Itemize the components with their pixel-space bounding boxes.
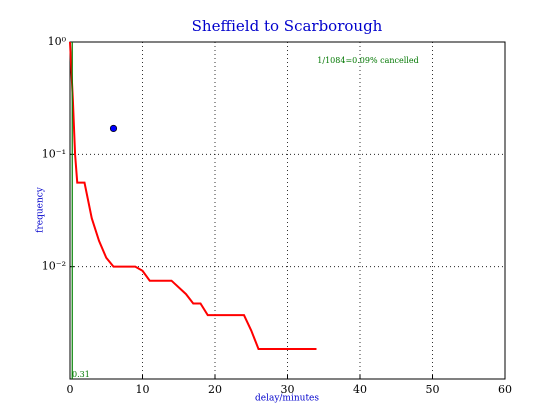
data-point bbox=[109, 124, 118, 132]
y-tick-label: 10⁻¹ bbox=[42, 147, 66, 160]
data-line bbox=[69, 41, 317, 350]
x-tick-label: 60 bbox=[498, 383, 512, 396]
x-tick-label: 0 bbox=[67, 383, 74, 396]
annotation: 0.31 bbox=[72, 370, 90, 379]
y-axis-label: frequency bbox=[36, 186, 46, 233]
annotation: 1/1084=0.09% cancelled bbox=[317, 56, 418, 65]
x-tick-label: 20 bbox=[208, 383, 222, 396]
x-axis-label: delay/minutes bbox=[255, 394, 319, 404]
plot-frame bbox=[69, 41, 506, 380]
y-tick-label: 10⁻² bbox=[42, 260, 66, 273]
x-tick-label: 30 bbox=[281, 383, 295, 396]
x-tick-label: 40 bbox=[353, 383, 367, 396]
chart-title: Sheffield to Scarborough bbox=[192, 17, 383, 35]
x-tick-label: 10 bbox=[136, 383, 150, 396]
x-tick-label: 50 bbox=[426, 383, 440, 396]
y-tick-label: 10⁰ bbox=[48, 35, 67, 48]
